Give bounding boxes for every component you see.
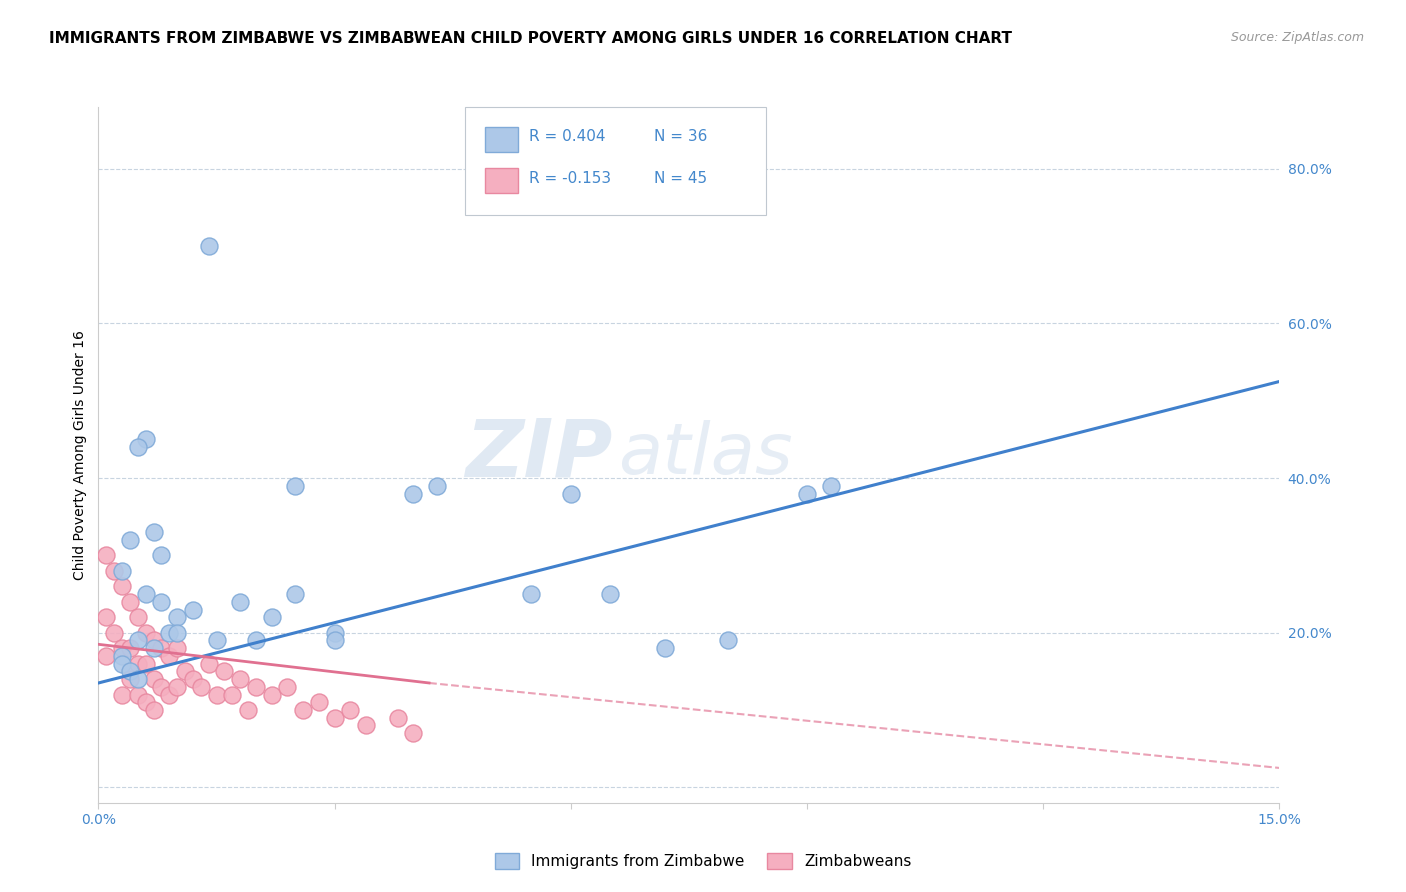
Point — [292, 703, 315, 717]
Point — [308, 695, 330, 709]
Point — [323, 633, 346, 648]
Point — [96, 648, 118, 663]
Point — [387, 711, 409, 725]
Point — [214, 665, 236, 679]
Point — [127, 672, 149, 686]
Text: ZIP: ZIP — [465, 416, 612, 494]
Text: R = -0.153: R = -0.153 — [530, 171, 612, 186]
Point — [323, 711, 346, 725]
Point — [197, 657, 219, 671]
Point — [111, 564, 134, 578]
Point — [127, 633, 149, 648]
Point — [150, 641, 173, 656]
Point — [142, 641, 165, 656]
Point — [118, 533, 141, 547]
Point — [96, 610, 118, 624]
Point — [402, 486, 425, 500]
Point — [166, 610, 188, 624]
Point — [820, 479, 842, 493]
Point — [150, 680, 173, 694]
Point — [323, 625, 346, 640]
Point — [103, 625, 125, 640]
Point — [127, 688, 149, 702]
Y-axis label: Child Poverty Among Girls Under 16: Child Poverty Among Girls Under 16 — [73, 330, 87, 580]
Point — [166, 641, 188, 656]
FancyBboxPatch shape — [485, 169, 517, 194]
Point — [205, 688, 228, 702]
Point — [205, 633, 228, 648]
Point — [260, 610, 283, 624]
Point — [135, 433, 157, 447]
Point — [276, 680, 298, 694]
Point — [166, 680, 188, 694]
Point — [520, 587, 543, 601]
Text: Source: ZipAtlas.com: Source: ZipAtlas.com — [1230, 31, 1364, 45]
Point — [181, 602, 204, 616]
Point — [229, 672, 252, 686]
Point — [118, 595, 141, 609]
Point — [111, 579, 134, 593]
Point — [96, 549, 118, 563]
Text: N = 36: N = 36 — [654, 129, 707, 145]
Point — [221, 688, 243, 702]
Point — [284, 587, 307, 601]
Point — [111, 648, 134, 663]
Point — [354, 718, 377, 732]
Point — [135, 695, 157, 709]
Point — [181, 672, 204, 686]
Point — [127, 440, 149, 454]
Point — [150, 595, 173, 609]
Point — [166, 625, 188, 640]
Point — [174, 665, 197, 679]
Point — [111, 688, 134, 702]
Point — [796, 486, 818, 500]
Point — [127, 610, 149, 624]
Text: R = 0.404: R = 0.404 — [530, 129, 606, 145]
Point — [284, 479, 307, 493]
Point — [190, 680, 212, 694]
Point — [142, 703, 165, 717]
Point — [654, 641, 676, 656]
Point — [157, 625, 180, 640]
Point — [111, 641, 134, 656]
Point — [157, 688, 180, 702]
Point — [118, 641, 141, 656]
Point — [426, 479, 449, 493]
Point — [127, 657, 149, 671]
Point — [135, 657, 157, 671]
Point — [118, 665, 141, 679]
Point — [142, 633, 165, 648]
Point — [118, 672, 141, 686]
Point — [135, 587, 157, 601]
Point — [560, 486, 582, 500]
Point — [339, 703, 361, 717]
Point — [599, 587, 621, 601]
Point — [260, 688, 283, 702]
Point — [245, 633, 267, 648]
Point — [717, 633, 740, 648]
Point — [245, 680, 267, 694]
Legend: Immigrants from Zimbabwe, Zimbabweans: Immigrants from Zimbabwe, Zimbabweans — [488, 847, 918, 875]
Text: N = 45: N = 45 — [654, 171, 707, 186]
Point — [111, 657, 134, 671]
Text: IMMIGRANTS FROM ZIMBABWE VS ZIMBABWEAN CHILD POVERTY AMONG GIRLS UNDER 16 CORREL: IMMIGRANTS FROM ZIMBABWE VS ZIMBABWEAN C… — [49, 31, 1012, 46]
Point — [157, 648, 180, 663]
Point — [402, 726, 425, 740]
Point — [135, 625, 157, 640]
FancyBboxPatch shape — [485, 127, 517, 152]
Point — [103, 564, 125, 578]
Point — [142, 525, 165, 540]
FancyBboxPatch shape — [464, 107, 766, 215]
Point — [229, 595, 252, 609]
Point — [197, 239, 219, 253]
Text: atlas: atlas — [619, 420, 793, 490]
Point — [142, 672, 165, 686]
Point — [236, 703, 259, 717]
Point — [150, 549, 173, 563]
